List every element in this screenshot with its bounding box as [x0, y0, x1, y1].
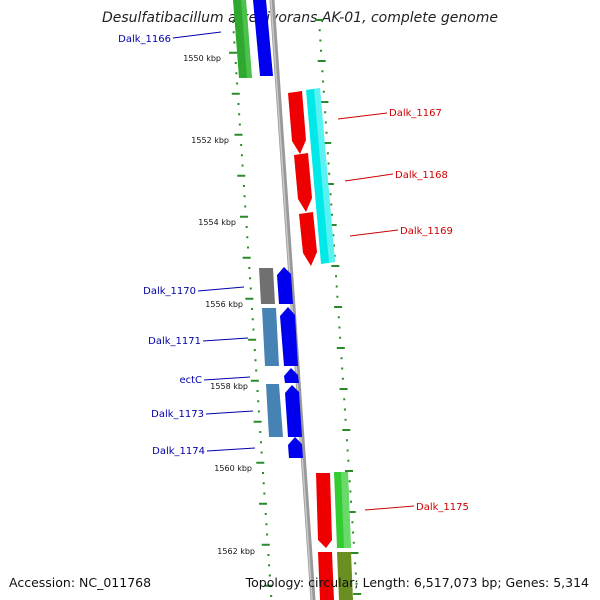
- gene-arrow-blue: [285, 385, 302, 437]
- scale-label: 1552 kbp: [191, 136, 229, 145]
- gene-arrow-blue: [253, 0, 273, 76]
- label-connectors: [172, 31, 415, 511]
- gene-cog-olive: [337, 552, 353, 600]
- gene-dalk-1166[interactable]: [233, 0, 273, 78]
- scale-label: 1560 kbp: [214, 464, 252, 473]
- gene-arrow-red: [299, 212, 317, 266]
- connector-dalk-1173: [205, 410, 254, 415]
- gene-label-dalk-1167[interactable]: Dalk_1167: [389, 108, 442, 119]
- gene-arrow-red: [316, 473, 332, 548]
- scale-label: 1550 kbp: [183, 54, 221, 63]
- gene-labels: Dalk_1166 Dalk_1167 Dalk_1168 Dalk_1169 …: [118, 34, 469, 513]
- connector-dalk-1168: [344, 173, 394, 182]
- gene-cog-green-shade: [241, 0, 252, 78]
- scale-ticks: [229, 19, 362, 597]
- gene-arrow-blue: [288, 437, 303, 458]
- gene-arrow-red: [318, 552, 334, 600]
- gene-label-dalk-1166[interactable]: Dalk_1166: [118, 34, 171, 45]
- connector-dalk-1171: [202, 337, 249, 342]
- gene-label-dalk-1170[interactable]: Dalk_1170: [143, 286, 196, 297]
- gene-arrow-blue: [280, 307, 298, 366]
- gene-cog-cyan: [306, 88, 335, 264]
- connector-dalk-1169: [349, 229, 399, 237]
- connector-ectc: [203, 376, 251, 381]
- gene-dalk-1173[interactable]: [266, 384, 302, 437]
- gene-cog-steelblue: [266, 384, 283, 437]
- scale-label: 1558 kbp: [210, 382, 248, 391]
- scale-label: 1562 kbp: [217, 547, 255, 556]
- connector-dalk-1167: [337, 112, 388, 120]
- gene-dalk-1171[interactable]: [262, 307, 298, 366]
- gene-ectc[interactable]: [284, 368, 299, 383]
- scale-labels: 1550 kbp 1552 kbp 1554 kbp 1556 kbp 1558…: [183, 54, 255, 556]
- gene-dalk-1174[interactable]: [288, 437, 303, 458]
- gene-dalk-1175[interactable]: [316, 472, 351, 548]
- gene-cog-cyan-shade: [314, 88, 335, 263]
- gene-label-ectc[interactable]: ectC: [179, 375, 202, 386]
- gene-dalk-1168[interactable]: [294, 153, 312, 212]
- scale-label: 1556 kbp: [205, 300, 243, 309]
- gene-label-dalk-1175[interactable]: Dalk_1175: [416, 502, 469, 513]
- gene-arrow-red: [288, 91, 306, 154]
- gene-arrow-blue: [284, 368, 299, 383]
- gene-label-dalk-1169[interactable]: Dalk_1169: [400, 226, 453, 237]
- gene-dalk-1169[interactable]: [299, 212, 317, 266]
- connector-dalk-1166: [172, 31, 222, 39]
- accession-text: Accession: NC_011768: [9, 575, 152, 590]
- gene-dalk-1167[interactable]: [288, 91, 306, 154]
- gene-label-dalk-1168[interactable]: Dalk_1168: [395, 170, 448, 181]
- connector-dalk-1175: [364, 505, 415, 511]
- gene-cog-green-shade: [341, 472, 351, 548]
- connector-dalk-1170: [197, 286, 245, 292]
- gene-arrow-red: [294, 153, 312, 212]
- gene-label-dalk-1173[interactable]: Dalk_1173: [151, 409, 204, 420]
- gene-cog-gray: [259, 268, 275, 304]
- topology-text: Topology: circular; Length: 6,517,073 bp…: [245, 575, 589, 590]
- connector-dalk-1174: [206, 447, 256, 452]
- gene-cog-steelblue: [262, 308, 279, 366]
- gene-dalk-1170[interactable]: [259, 267, 293, 304]
- genome-title: Desulfatibacillum alkenivorans AK-01, co…: [101, 10, 499, 26]
- gene-label-dalk-1171[interactable]: Dalk_1171: [148, 336, 201, 347]
- gene-next-forward[interactable]: [318, 552, 353, 600]
- gene-arrow-blue: [277, 267, 293, 304]
- gene-label-dalk-1174[interactable]: Dalk_1174: [152, 446, 205, 457]
- scale-label: 1554 kbp: [198, 218, 236, 227]
